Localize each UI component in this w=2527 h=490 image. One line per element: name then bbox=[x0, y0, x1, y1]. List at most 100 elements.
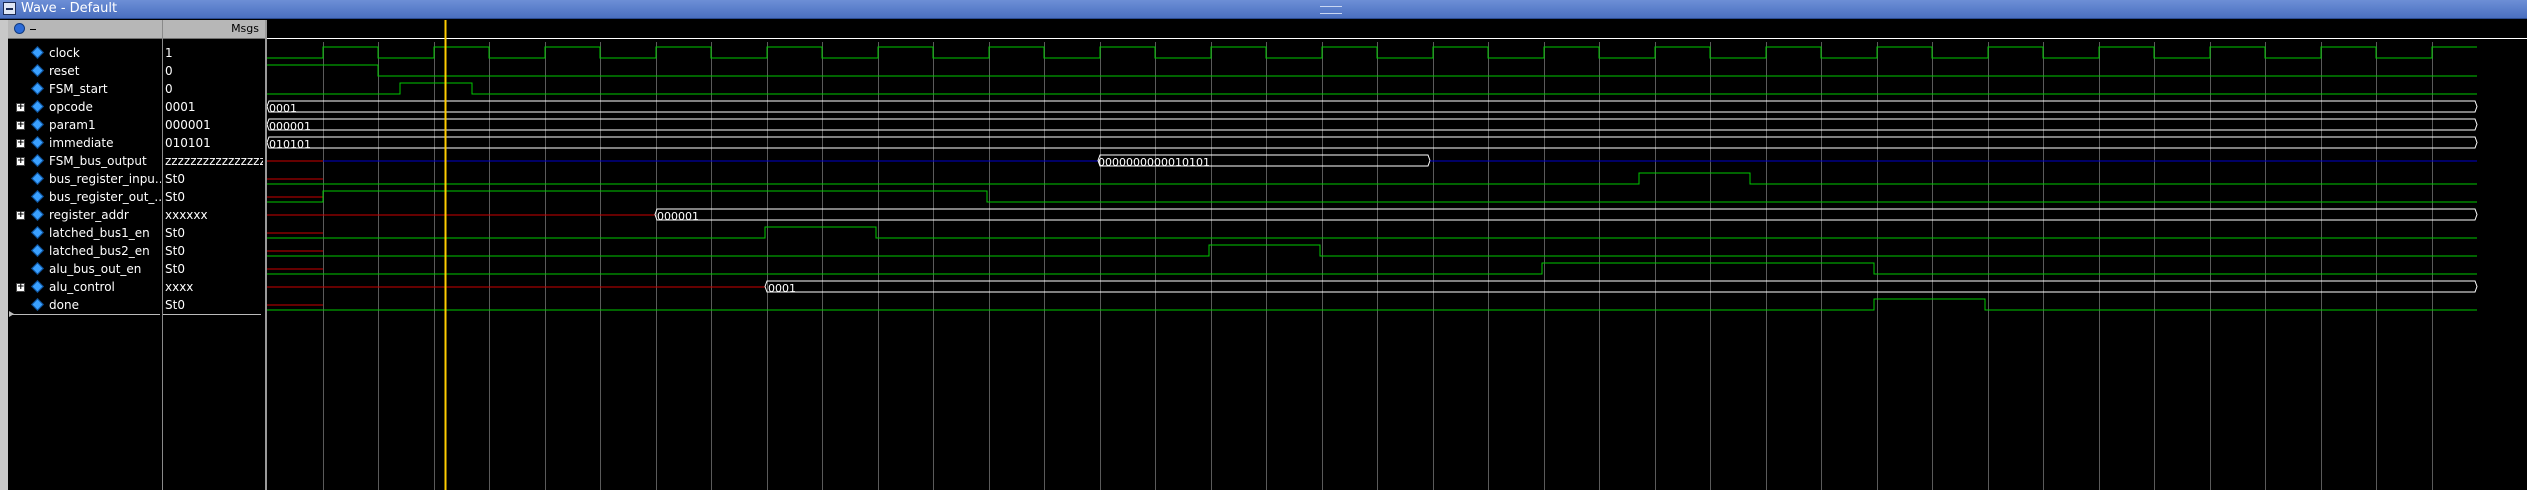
signal-row-fsm-start[interactable]: FSM_start bbox=[8, 80, 162, 98]
signal-diamond-icon bbox=[31, 280, 44, 293]
left-toolbar-strip bbox=[0, 20, 8, 490]
reset-trace bbox=[267, 64, 2477, 77]
fsm-bus-output-label: 0000000000010101 bbox=[1098, 156, 1210, 169]
wave-header bbox=[267, 20, 2527, 39]
signal-name: latched_bus1_en bbox=[49, 226, 150, 240]
signal-diamond-icon bbox=[31, 100, 44, 113]
pane-splitter[interactable] bbox=[162, 20, 163, 490]
window-title-bar: Wave - Default bbox=[0, 0, 2527, 19]
pane-splitter[interactable] bbox=[265, 20, 267, 490]
expand-plus-icon[interactable]: + bbox=[16, 102, 25, 112]
expand-plus-icon[interactable]: + bbox=[16, 138, 25, 148]
signal-value: 0 bbox=[165, 82, 173, 96]
signal-row-bus-register-output[interactable]: bus_register_out_... bbox=[8, 188, 162, 206]
signal-name: reset bbox=[49, 64, 80, 78]
signal-value: xxxx bbox=[165, 280, 194, 294]
signal-diamond-icon bbox=[31, 46, 44, 59]
signal-diamond-icon bbox=[31, 226, 44, 239]
signal-name: opcode bbox=[49, 100, 93, 114]
signal-name: FSM_bus_output bbox=[49, 154, 147, 168]
expand-plus-icon[interactable]: + bbox=[16, 120, 25, 130]
signal-name: alu_control bbox=[49, 280, 115, 294]
signal-name: bus_register_inpu... bbox=[49, 172, 161, 186]
immediate-bus-trace bbox=[267, 136, 2478, 149]
signal-value: St0 bbox=[165, 226, 185, 240]
signal-row-clock[interactable]: clock bbox=[8, 44, 162, 62]
alu-control-bus-label: 0001 bbox=[768, 282, 796, 295]
signal-row-latched-bus1-en[interactable]: latched_bus1_en bbox=[8, 224, 162, 242]
alu-bus-out-en-trace bbox=[267, 262, 2477, 275]
signal-diamond-icon bbox=[31, 190, 44, 203]
done-trace bbox=[267, 298, 2477, 311]
signal-row-bus-register-input[interactable]: bus_register_inpu... bbox=[8, 170, 162, 188]
signal-row-param1[interactable]: + param1 bbox=[8, 116, 162, 134]
signal-row-register-addr[interactable]: + register_addr bbox=[8, 206, 162, 224]
values-divider bbox=[163, 314, 261, 315]
expand-plus-icon[interactable]: + bbox=[16, 210, 25, 220]
signal-diamond-icon bbox=[31, 262, 44, 275]
bus-value-labels: 0001 000001 010101 0000000000010101 0000… bbox=[269, 102, 1210, 295]
signal-name: immediate bbox=[49, 136, 114, 150]
signal-diamond-icon bbox=[31, 136, 44, 149]
signal-row-alu-control[interactable]: + alu_control bbox=[8, 278, 162, 296]
msgs-header-label: Msgs bbox=[231, 22, 259, 35]
bus-register-input-trace bbox=[267, 172, 2477, 185]
fsm-start-trace bbox=[267, 82, 2477, 95]
title-grip-icon[interactable] bbox=[1320, 6, 1342, 14]
signal-name: latched_bus2_en bbox=[49, 244, 150, 258]
register-addr-bus-label: 000001 bbox=[657, 210, 699, 223]
signal-row-done[interactable]: done bbox=[8, 296, 162, 314]
signal-diamond-icon bbox=[31, 244, 44, 257]
signal-row-fsm-bus-output[interactable]: + FSM_bus_output bbox=[8, 152, 162, 170]
param1-bus-trace bbox=[267, 118, 2478, 131]
waveform-canvas[interactable]: 0001 000001 010101 0000000000010101 0000… bbox=[267, 20, 2527, 490]
time-grid bbox=[323, 42, 2433, 490]
signal-value: 000001 bbox=[165, 118, 211, 132]
signal-row-latched-bus2-en[interactable]: latched_bus2_en bbox=[8, 242, 162, 260]
signal-diamond-icon bbox=[31, 64, 44, 77]
signal-row-immediate[interactable]: + immediate bbox=[8, 134, 162, 152]
collapse-dash-icon[interactable] bbox=[30, 29, 36, 30]
signal-row-opcode[interactable]: + opcode bbox=[8, 98, 162, 116]
expand-plus-icon[interactable]: + bbox=[16, 156, 25, 166]
signal-value: 010101 bbox=[165, 136, 211, 150]
signal-value: 1 bbox=[165, 46, 173, 60]
register-addr-bus-trace bbox=[654, 208, 2478, 221]
signal-diamond-icon bbox=[31, 298, 44, 311]
signal-name: alu_bus_out_en bbox=[49, 262, 142, 276]
signal-diamond-icon bbox=[31, 172, 44, 185]
window-menu-icon[interactable] bbox=[3, 2, 16, 15]
signal-diamond-icon bbox=[31, 154, 44, 167]
signal-name: FSM_start bbox=[49, 82, 108, 96]
signal-traces bbox=[267, 46, 2478, 311]
signal-names-pane: clock reset FSM_start + opcode + param1 … bbox=[8, 20, 162, 490]
wave-globe-icon[interactable] bbox=[14, 23, 25, 34]
names-header bbox=[8, 20, 162, 39]
signal-row-reset[interactable]: reset bbox=[8, 62, 162, 80]
signal-values-pane: Msgs 1 0 0 0001 000001 010101 zzzzzzzzzz… bbox=[163, 20, 265, 490]
latched-bus2-en-trace bbox=[267, 244, 2477, 257]
signal-value: xxxxxx bbox=[165, 208, 208, 222]
signal-value: 0 bbox=[165, 64, 173, 78]
param1-bus-label: 000001 bbox=[269, 120, 311, 133]
signal-row-alu-bus-out-en[interactable]: alu_bus_out_en bbox=[8, 260, 162, 278]
alu-control-bus-trace bbox=[764, 280, 2478, 293]
signal-name: param1 bbox=[49, 118, 96, 132]
values-header: Msgs bbox=[163, 20, 265, 39]
signal-value: zzzzzzzzzzzzzzzz bbox=[165, 154, 263, 168]
opcode-bus-trace bbox=[267, 100, 2478, 113]
signal-value: St0 bbox=[165, 244, 185, 258]
bus-register-output-trace bbox=[267, 190, 2477, 203]
window-title: Wave - Default bbox=[21, 1, 118, 16]
signal-name: bus_register_out_... bbox=[49, 190, 161, 204]
signal-diamond-icon bbox=[31, 82, 44, 95]
signal-name: register_addr bbox=[49, 208, 129, 222]
signal-value: St0 bbox=[165, 190, 185, 204]
clock-trace bbox=[267, 46, 2477, 59]
expand-plus-icon[interactable]: + bbox=[16, 282, 25, 292]
signal-value: St0 bbox=[165, 262, 185, 276]
signal-diamond-icon bbox=[31, 118, 44, 131]
signal-value: St0 bbox=[165, 298, 185, 312]
signal-name: clock bbox=[49, 46, 80, 60]
names-divider bbox=[9, 311, 160, 317]
